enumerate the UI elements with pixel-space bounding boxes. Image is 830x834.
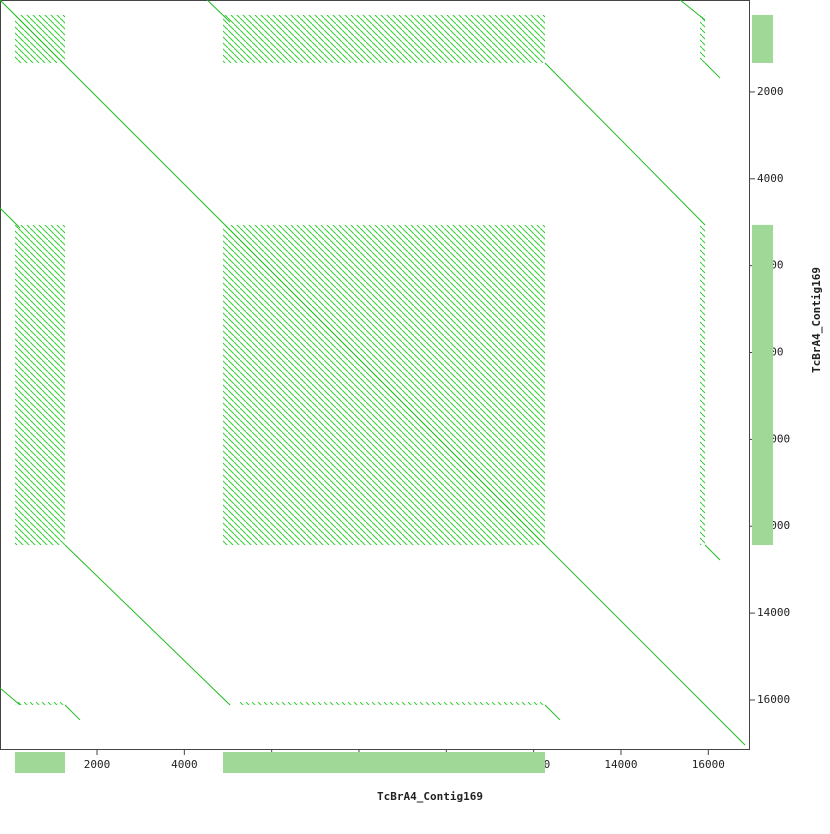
y-tick-label: 4000 — [757, 172, 784, 185]
match-segment — [0, 0, 746, 746]
match-segment — [64, 704, 81, 721]
match-segment — [544, 704, 561, 721]
repeat-block — [700, 14, 706, 63]
y-tick-label: 16000 — [757, 693, 790, 706]
repeat-block — [14, 701, 66, 705]
x-tick-label: 14000 — [604, 758, 637, 771]
match-segment — [679, 0, 706, 21]
x-axis-label: TcBrA4_Contig169 — [377, 790, 483, 803]
repeat-block — [700, 224, 706, 545]
match-segment — [0, 207, 21, 229]
match-segment — [0, 687, 21, 706]
x-coverage — [14, 752, 66, 773]
x-tick-label: 16000 — [692, 758, 725, 771]
y-axis-label: TcBrA4_Contig169 — [810, 267, 823, 373]
match-segment — [704, 62, 721, 79]
match-segment — [64, 544, 231, 706]
x-tick-label: 2000 — [84, 758, 111, 771]
match-segment — [704, 544, 721, 561]
match-segment — [544, 62, 706, 226]
y-tick-label: 14000 — [757, 606, 790, 619]
y-coverage — [752, 224, 773, 545]
y-coverage — [752, 14, 773, 63]
y-tick-label: 2000 — [757, 85, 784, 98]
match-segment — [206, 0, 231, 23]
x-coverage — [223, 752, 546, 773]
x-tick-label: 4000 — [171, 758, 198, 771]
repeat-block — [14, 224, 66, 545]
repeat-block — [240, 701, 546, 705]
repeat-block — [223, 14, 546, 63]
